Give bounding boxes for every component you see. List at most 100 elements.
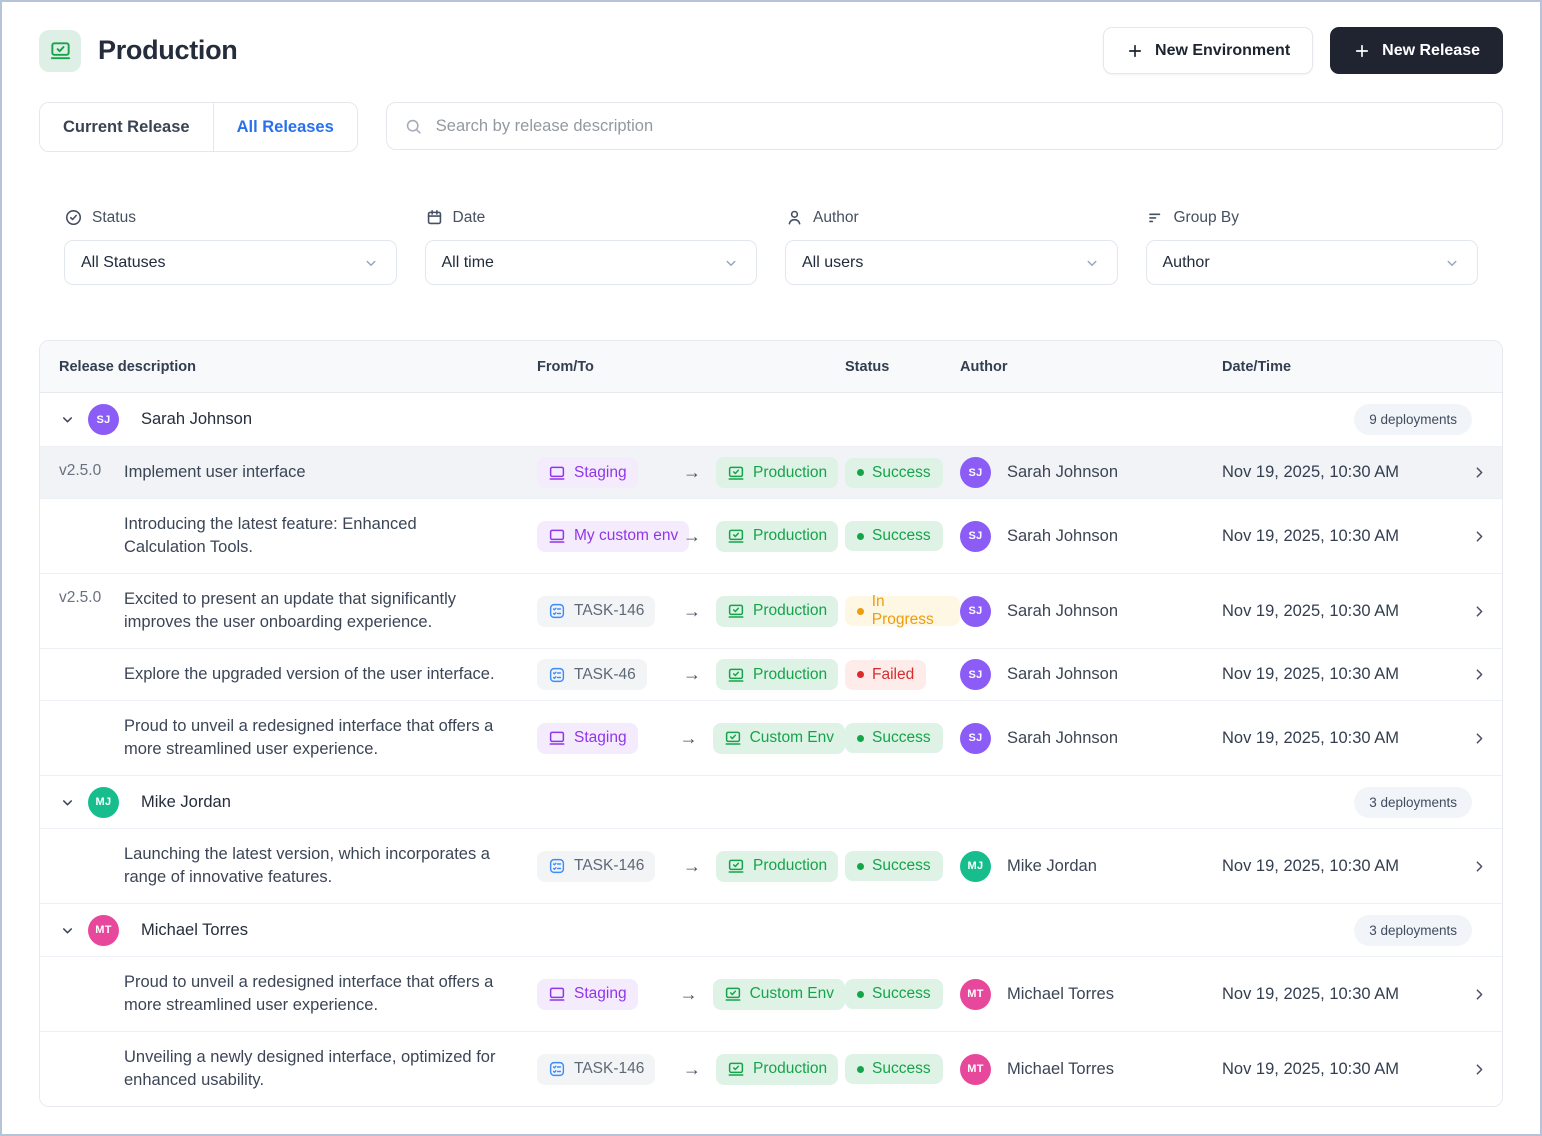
row-expand[interactable] <box>1456 464 1502 481</box>
group-row[interactable]: MT Michael Torres 3 deployments <box>40 903 1502 956</box>
release-version <box>59 1046 124 1047</box>
table-row[interactable]: v2.5.0 Implement user interface Staging … <box>40 446 1502 498</box>
date-select-value: All time <box>442 254 494 272</box>
status-cell: Success <box>845 851 960 881</box>
table-row[interactable]: Proud to unveil a redesigned interface t… <box>40 700 1502 775</box>
chevron-right-icon[interactable] <box>1471 528 1488 545</box>
to-env-label: Production <box>753 666 827 684</box>
chevron-down-icon <box>722 254 740 272</box>
chevron-down-icon[interactable] <box>60 923 75 938</box>
from-slot: Staging <box>537 457 683 488</box>
release-version: v2.5.0 <box>59 588 124 607</box>
status-dot-icon <box>857 608 864 615</box>
chevron-right-icon[interactable] <box>1471 603 1488 620</box>
task-icon <box>548 857 566 875</box>
status-select[interactable]: All Statuses <box>64 240 397 285</box>
status-label: Success <box>872 527 931 545</box>
tab-current-release[interactable]: Current Release <box>40 103 213 151</box>
search-box[interactable] <box>386 102 1503 150</box>
status-badge: Success <box>845 521 943 551</box>
filter-group-by-label: Group By <box>1174 209 1239 227</box>
datetime-value: Nov 19, 2025, 10:30 AM <box>1222 985 1399 1003</box>
group-author-name: Mike Jordan <box>141 793 231 812</box>
release-version <box>59 663 124 664</box>
new-release-button[interactable]: New Release <box>1330 27 1503 74</box>
table-row[interactable]: Unveiling a newly designed interface, op… <box>40 1031 1502 1106</box>
arrow-right-icon: → <box>683 664 701 685</box>
laptop-check-icon <box>724 985 742 1003</box>
date-select[interactable]: All time <box>425 240 758 285</box>
author-name: Sarah Johnson <box>1007 602 1118 621</box>
chevron-down-icon[interactable] <box>60 412 75 427</box>
laptop-check-icon <box>727 857 745 875</box>
datetime-value: Nov 19, 2025, 10:30 AM <box>1222 463 1399 481</box>
from-env-badge: TASK-146 <box>537 596 655 627</box>
datetime-cell: Nov 19, 2025, 10:30 AM <box>1222 665 1456 684</box>
search-icon <box>404 117 423 136</box>
author-select-value: All users <box>802 254 863 272</box>
group-row[interactable]: SJ Sarah Johnson 9 deployments <box>40 393 1502 446</box>
filter-author-label-row: Author <box>785 208 1118 227</box>
author-select[interactable]: All users <box>785 240 1118 285</box>
status-dot-icon <box>857 469 864 476</box>
deployments-count-badge: 3 deployments <box>1354 915 1472 946</box>
arrow-right-icon: → <box>683 856 701 877</box>
filter-date-label: Date <box>453 209 486 227</box>
deployments-count-badge: 9 deployments <box>1354 404 1472 435</box>
arrow-right-icon: → <box>683 462 701 483</box>
row-expand[interactable] <box>1456 603 1502 620</box>
header-actions: New Environment New Release <box>1103 27 1503 74</box>
group-row[interactable]: MJ Mike Jordan 3 deployments <box>40 775 1502 828</box>
filters-row: Status All Statuses Date All time Author <box>64 208 1478 285</box>
author-name: Sarah Johnson <box>1007 463 1118 482</box>
row-expand[interactable] <box>1456 730 1502 747</box>
row-expand[interactable] <box>1456 1061 1502 1078</box>
chevron-right-icon[interactable] <box>1471 730 1488 747</box>
plus-icon <box>1126 42 1144 60</box>
status-badge: Success <box>845 458 943 488</box>
row-expand[interactable] <box>1456 666 1502 683</box>
release-version <box>59 715 124 716</box>
table-row[interactable]: Introducing the latest feature: Enhanced… <box>40 498 1502 573</box>
chevron-right-icon[interactable] <box>1471 1061 1488 1078</box>
status-badge: Success <box>845 1054 943 1084</box>
from-env-label: My custom env <box>574 527 678 545</box>
status-dot-icon <box>857 735 864 742</box>
release-description: Proud to unveil a redesigned interface t… <box>124 715 497 761</box>
from-env-label: TASK-146 <box>574 602 644 620</box>
from-slot: Staging <box>537 723 680 754</box>
column-header-from-to: From/To <box>537 359 845 375</box>
author-name: Mike Jordan <box>1007 857 1097 876</box>
to-env-label: Production <box>753 464 827 482</box>
status-label: Success <box>872 857 931 875</box>
search-input[interactable] <box>436 117 1485 136</box>
row-expand[interactable] <box>1456 528 1502 545</box>
row-expand[interactable] <box>1456 986 1502 1003</box>
table-row[interactable]: Explore the upgraded version of the user… <box>40 648 1502 700</box>
tab-all-releases[interactable]: All Releases <box>213 103 357 151</box>
group-by-select-value: Author <box>1163 254 1210 272</box>
laptop-check-icon <box>724 729 742 747</box>
table-header: Release description From/To Status Autho… <box>40 341 1502 393</box>
row-expand[interactable] <box>1456 858 1502 875</box>
table-row[interactable]: Proud to unveil a redesigned interface t… <box>40 956 1502 1031</box>
from-to-cell: Staging → Production <box>537 457 845 488</box>
author-name: Sarah Johnson <box>1007 729 1118 748</box>
table-row[interactable]: Launching the latest version, which inco… <box>40 828 1502 903</box>
status-cell: Success <box>845 458 960 488</box>
author-cell: SJ Sarah Johnson <box>960 596 1222 627</box>
filter-group-by: Group By Author <box>1146 208 1479 285</box>
chevron-right-icon[interactable] <box>1471 986 1488 1003</box>
chevron-down-icon <box>1443 254 1461 272</box>
datetime-cell: Nov 19, 2025, 10:30 AM <box>1222 602 1456 621</box>
table-row[interactable]: v2.5.0 Excited to present an update that… <box>40 573 1502 648</box>
chevron-down-icon[interactable] <box>60 795 75 810</box>
release-description: Implement user interface <box>124 461 497 484</box>
new-environment-button[interactable]: New Environment <box>1103 27 1313 74</box>
chevron-right-icon[interactable] <box>1471 464 1488 481</box>
task-icon <box>548 666 566 684</box>
chevron-right-icon[interactable] <box>1471 666 1488 683</box>
group-by-select[interactable]: Author <box>1146 240 1479 285</box>
to-env-label: Production <box>753 1060 827 1078</box>
chevron-right-icon[interactable] <box>1471 858 1488 875</box>
